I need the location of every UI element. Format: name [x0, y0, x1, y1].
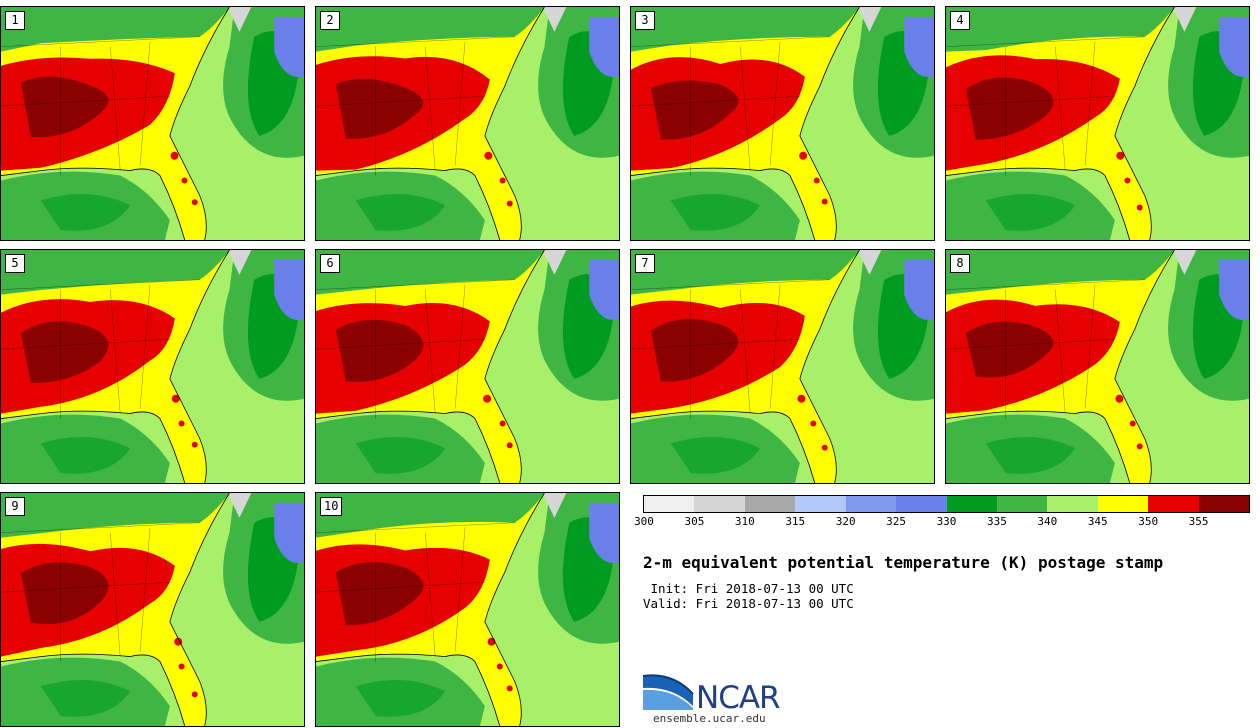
- ncar-logo-text: NCAR: [696, 680, 781, 716]
- member-number-label: 7: [635, 254, 655, 273]
- postage-stamp-panel: 8: [945, 249, 1250, 484]
- postage-stamp-panel: 10: [315, 492, 620, 727]
- colorbar-segment: [896, 496, 947, 512]
- colorbar-tick-label: 320: [835, 515, 856, 528]
- init-time: Init: Fri 2018-07-13 00 UTC: [643, 581, 854, 596]
- colorbar-tick-label: 340: [1037, 515, 1058, 528]
- postage-stamp-panel: 2: [315, 6, 620, 241]
- colorbar-segment: [744, 496, 796, 512]
- member-number-label: 9: [5, 497, 25, 516]
- member-number-label: 10: [320, 497, 343, 516]
- postage-stamp-panel: 7: [630, 249, 935, 484]
- plot-title: 2-m equivalent potential temperature (K)…: [643, 553, 1164, 572]
- colorbar-tick-label: 355: [1188, 515, 1209, 528]
- postage-stamp-panel: 9: [0, 492, 305, 727]
- member-number-label: 4: [950, 11, 970, 30]
- colorbar-segment: [996, 496, 1048, 512]
- logo-url: ensemble.ucar.edu: [653, 712, 766, 725]
- colorbar-tick-label: 315: [785, 515, 806, 528]
- member-number-label: 8: [950, 254, 970, 273]
- valid-time: Valid: Fri 2018-07-13 00 UTC: [643, 596, 854, 611]
- colorbar-segment: [946, 496, 997, 512]
- colorbar-tick-label: 345: [1087, 515, 1108, 528]
- colorbar-tick-label: 330: [936, 515, 957, 528]
- member-number-label: 5: [5, 254, 25, 273]
- member-number-label: 6: [320, 254, 340, 273]
- colorbar-tick-label: 335: [986, 515, 1007, 528]
- member-number-label: 2: [320, 11, 340, 30]
- colorbar-segment: [1148, 496, 1199, 512]
- ncar-logo-icon: [643, 674, 694, 710]
- postage-stamp-panel: 4: [945, 6, 1250, 241]
- colorbar-tick-label: 310: [734, 515, 755, 528]
- member-number-label: 3: [635, 11, 655, 30]
- colorbar-tick-label: 350: [1138, 515, 1159, 528]
- colorbar-tick-label: 300: [634, 515, 654, 528]
- postage-stamp-panel: 3: [630, 6, 935, 241]
- colorbar-segment: [694, 496, 745, 512]
- colorbar-tick-label: 325: [886, 515, 907, 528]
- colorbar-segment: [1097, 496, 1149, 512]
- member-number-label: 1: [5, 11, 25, 30]
- colorbar-segment: [845, 496, 897, 512]
- colorbar: [643, 495, 1250, 513]
- postage-stamp-panel: 6: [315, 249, 620, 484]
- postage-stamp-panel: 5: [0, 249, 305, 484]
- colorbar-segment: [1198, 496, 1250, 512]
- colorbar-segment: [644, 496, 695, 512]
- colorbar-segment: [1047, 496, 1098, 512]
- colorbar-segment: [795, 496, 846, 512]
- colorbar-tick-label: 305: [684, 515, 705, 528]
- postage-stamp-panel: 1: [0, 6, 305, 241]
